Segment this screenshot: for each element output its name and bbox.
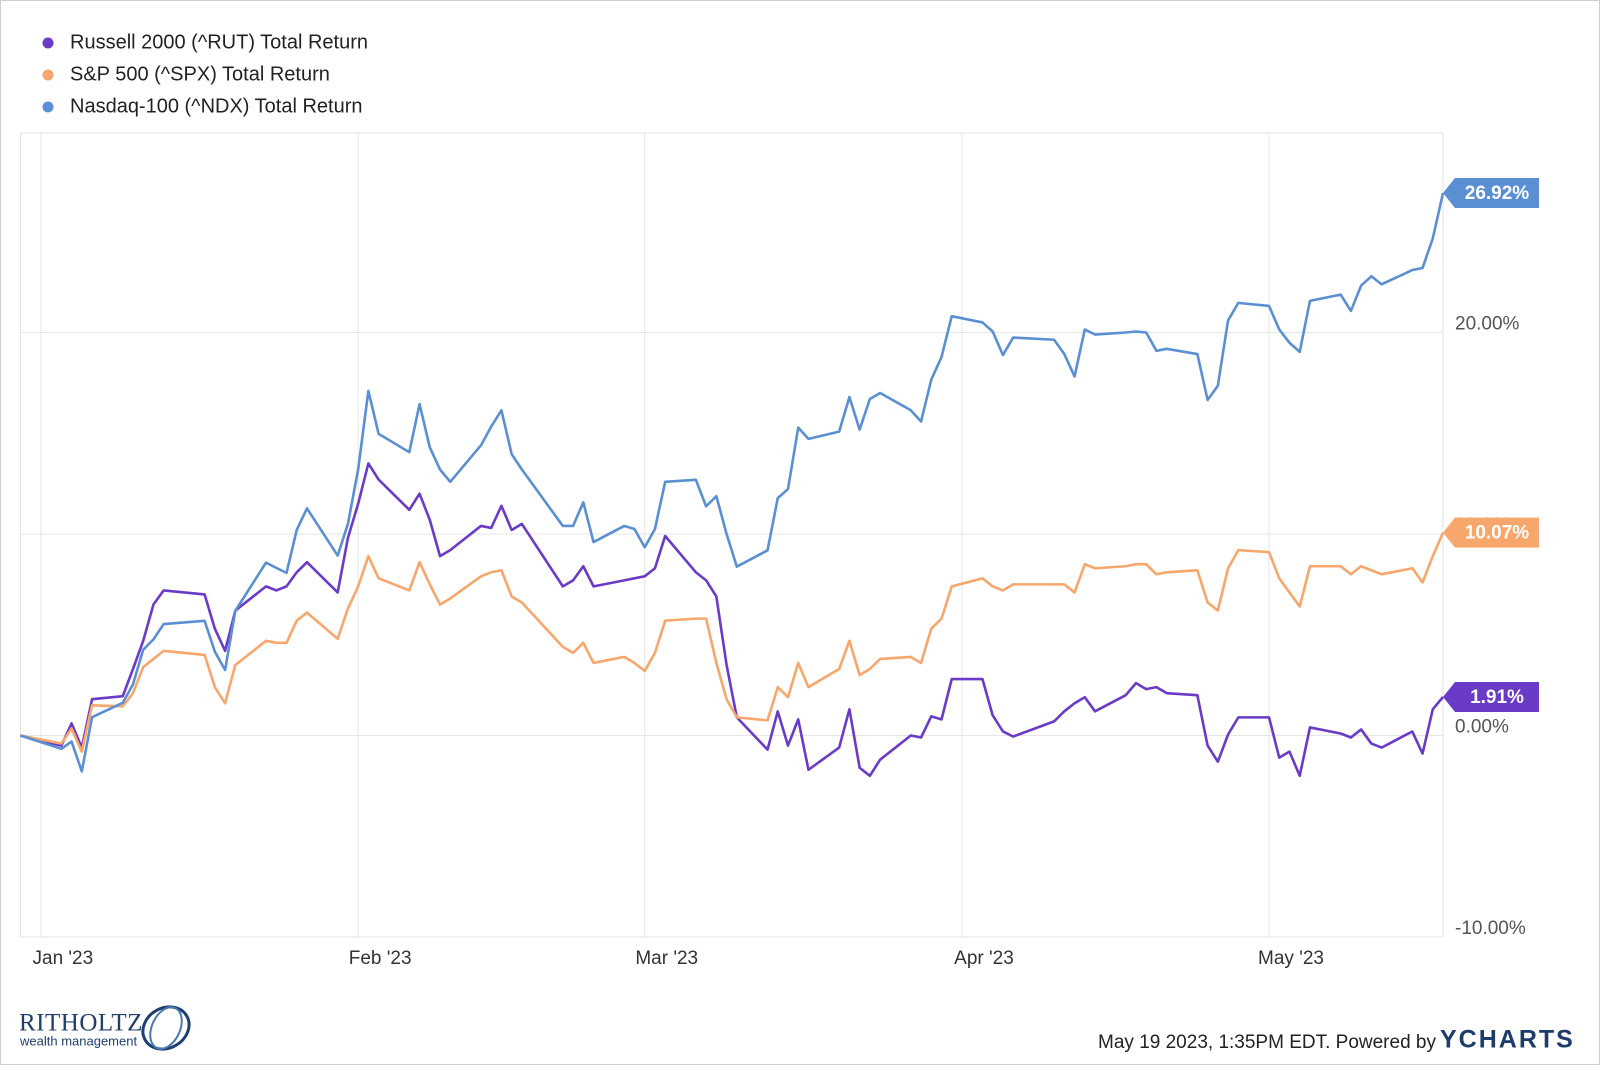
series-line — [20, 462, 1444, 778]
legend-label: Nasdaq-100 (^NDX) Total Return — [70, 95, 362, 117]
brand: YCHARTS — [1440, 1026, 1575, 1054]
logo-text: RITHOLTZ — [19, 1010, 143, 1037]
end-tag — [1443, 682, 1539, 713]
legend-marker — [42, 69, 54, 81]
end-label: 1.91% — [1470, 687, 1524, 708]
legend-marker — [42, 101, 54, 113]
legend-label: S&P 500 (^SPX) Total Return — [70, 63, 330, 85]
legend-marker — [42, 37, 54, 49]
logo-sub: wealth management — [19, 1033, 137, 1048]
x-tick-label: May '23 — [1258, 948, 1324, 969]
x-tick-label: Feb '23 — [349, 948, 412, 969]
y-tick-label: 0.00% — [1455, 717, 1509, 738]
series-line — [20, 532, 1445, 753]
end-label: 26.92% — [1465, 183, 1530, 204]
timestamp: May 19 2023, 1:35PM EDT. Powered by — [1098, 1032, 1436, 1053]
end-label: 10.07% — [1465, 523, 1530, 544]
x-tick-label: Apr '23 — [954, 948, 1014, 969]
end-tag — [1443, 517, 1539, 548]
y-tick-label: -10.00% — [1455, 918, 1526, 939]
logo-ring — [149, 1006, 183, 1050]
logo: RITHOLTZ wealth management — [19, 1005, 191, 1051]
end-tag — [1443, 178, 1539, 209]
logo-ring — [141, 1005, 191, 1051]
x-tick-label: Jan '23 — [33, 948, 94, 969]
legend-label: Russell 2000 (^RUT) Total Return — [70, 31, 368, 53]
y-tick-label: 20.00% — [1455, 314, 1520, 335]
x-tick-label: Mar '23 — [635, 948, 698, 969]
series-line — [19, 192, 1445, 773]
